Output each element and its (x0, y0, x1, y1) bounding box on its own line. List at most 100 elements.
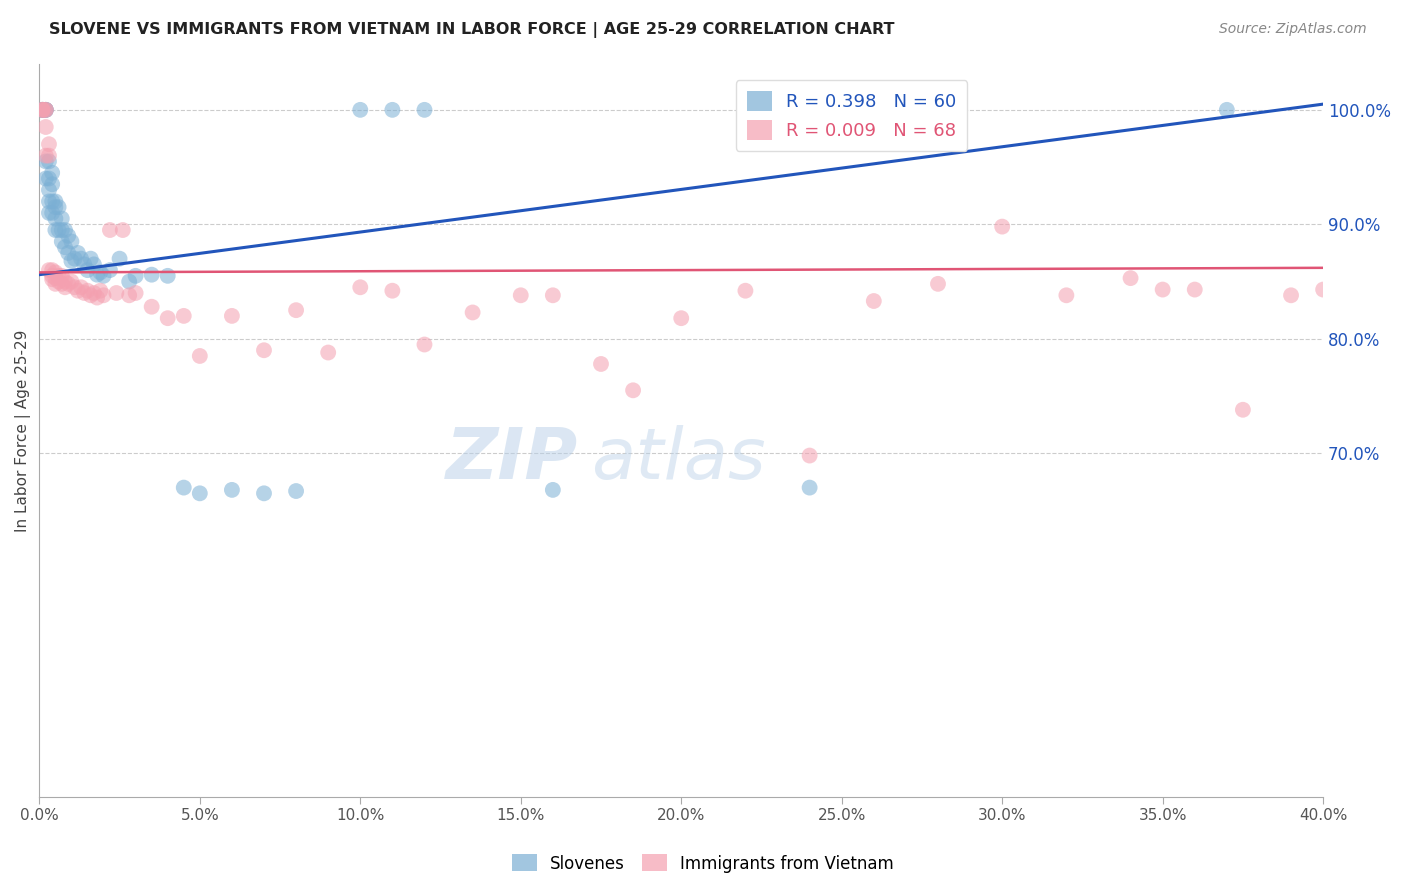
Point (79, 288, 101, 302)
Point (89, 265, 111, 279)
Point (31, 103, 53, 117)
Point (53, 223, 76, 237)
Point (38, 148, 60, 162)
Point (41, 263, 63, 277)
Point (1119, 271, 1142, 285)
Point (285, 483, 308, 498)
Text: ZIP: ZIP (446, 425, 578, 494)
Point (76, 263, 98, 277)
Point (349, 280, 371, 294)
Point (188, 349, 211, 363)
Point (31, 103, 53, 117)
Point (53, 275, 76, 289)
Point (70, 252, 93, 266)
Point (73, 285, 96, 300)
Point (1152, 283, 1174, 297)
Point (541, 288, 564, 302)
Point (38, 183, 60, 197)
Point (349, 103, 371, 117)
Point (41, 206, 63, 220)
Point (86, 268, 108, 282)
Point (51, 223, 73, 237)
Point (589, 357, 612, 371)
Point (51, 277, 73, 291)
Point (76, 284, 98, 298)
Point (73, 257, 96, 271)
Y-axis label: In Labor Force | Age 25-29: In Labor Force | Age 25-29 (15, 329, 31, 532)
Point (60, 235, 83, 249)
Point (173, 309, 195, 323)
Point (38, 263, 60, 277)
Point (108, 252, 131, 266)
Point (48, 268, 70, 283)
Point (173, 481, 195, 495)
Point (799, 481, 821, 495)
Point (105, 285, 128, 300)
Point (413, 337, 436, 351)
Point (671, 311, 693, 326)
Point (124, 285, 146, 300)
Point (316, 345, 339, 359)
Point (58, 246, 80, 260)
Point (118, 275, 141, 289)
Point (44, 277, 66, 291)
Point (51, 211, 73, 226)
Point (41, 166, 63, 180)
Point (98, 263, 121, 277)
Point (35, 103, 58, 117)
Point (111, 223, 134, 237)
Point (1312, 283, 1334, 297)
Text: Source: ZipAtlas.com: Source: ZipAtlas.com (1219, 22, 1367, 37)
Point (44, 271, 66, 285)
Point (734, 284, 756, 298)
Point (44, 211, 66, 226)
Point (51, 268, 73, 283)
Point (41, 268, 63, 283)
Point (221, 309, 243, 323)
Point (1054, 288, 1077, 302)
Point (413, 103, 436, 117)
Point (156, 268, 179, 283)
Point (799, 449, 821, 463)
Point (89, 284, 111, 298)
Point (48, 223, 70, 237)
Point (93, 288, 115, 302)
Point (83, 257, 105, 271)
Point (35, 103, 58, 117)
Point (44, 194, 66, 209)
Point (86, 291, 108, 305)
Point (141, 300, 163, 314)
Point (38, 171, 60, 186)
Point (381, 103, 404, 117)
Point (31, 103, 53, 117)
Point (991, 219, 1014, 234)
Point (38, 194, 60, 209)
Point (927, 277, 949, 291)
Point (31, 103, 53, 117)
Point (1216, 103, 1239, 117)
Point (48, 200, 70, 214)
Point (93, 268, 115, 283)
Point (31, 103, 53, 117)
Point (862, 293, 884, 308)
Point (60, 275, 83, 289)
Point (124, 268, 146, 283)
Point (285, 303, 308, 318)
Point (461, 305, 484, 319)
Point (58, 228, 80, 243)
Point (1279, 288, 1302, 302)
Point (381, 284, 404, 298)
Point (66, 284, 89, 298)
Point (35, 154, 58, 169)
Point (35, 103, 58, 117)
Text: SLOVENE VS IMMIGRANTS FROM VIETNAM IN LABOR FORCE | AGE 25-29 CORRELATION CHART: SLOVENE VS IMMIGRANTS FROM VIETNAM IN LA… (49, 22, 894, 38)
Point (44, 223, 66, 237)
Point (141, 268, 163, 282)
Point (1184, 283, 1206, 297)
Point (79, 252, 101, 266)
Point (66, 246, 89, 260)
Point (31, 103, 53, 117)
Point (83, 285, 105, 300)
Point (1232, 402, 1254, 417)
Point (70, 280, 93, 294)
